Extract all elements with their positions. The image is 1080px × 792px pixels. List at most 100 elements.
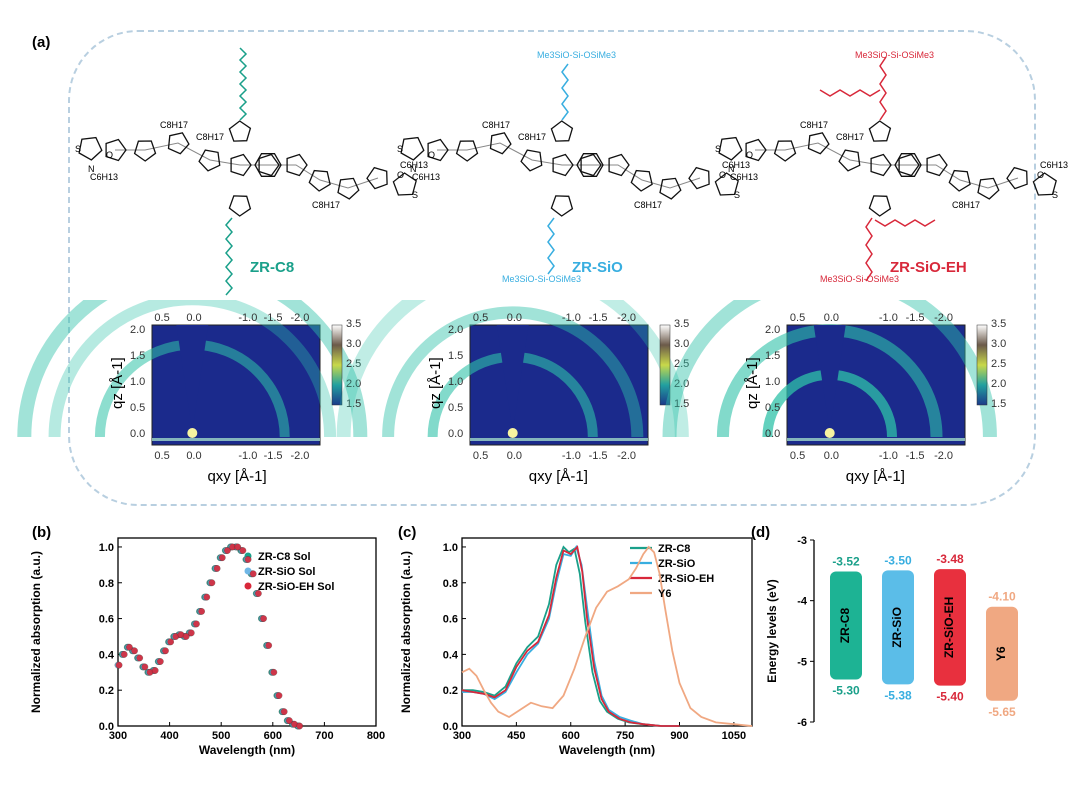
colorbar-tick: 3.5 (674, 318, 689, 330)
thiophene-ring (427, 138, 449, 162)
x-tick-label: -2.0 (934, 450, 953, 462)
energy-bar (934, 569, 966, 686)
plot-frame (117, 537, 377, 727)
data-point (198, 608, 205, 615)
colorbar-tick: 2.5 (674, 358, 689, 370)
end-ring (392, 172, 417, 196)
homo-label: -5.65 (988, 705, 1016, 719)
x-tick-label: 0.0 (824, 450, 839, 462)
x-tick-label-top: -1.0 (238, 312, 257, 324)
alkyl-label: C8H17 (518, 132, 546, 142)
thiophene-ring (552, 153, 574, 177)
atom-label: S (75, 144, 81, 154)
y-tick-label: 1.0 (765, 376, 780, 388)
plot-frame (461, 537, 753, 727)
colorbar-tick: 2.5 (991, 358, 1006, 370)
series-line-y6 (461, 545, 753, 727)
colorbar-tick: 3.0 (991, 338, 1006, 350)
x-axis-title: qxy [Å-1] (529, 468, 588, 485)
x-axis-title: qxy [Å-1] (846, 468, 905, 485)
y-axis-title: Energy levels (eV) (765, 579, 779, 682)
energy-bar (986, 606, 1018, 701)
x-tick-label: 0.0 (186, 450, 201, 462)
y-tick-label: 0.2 (99, 685, 114, 697)
chart-c: 300 450 600 750 900 1050 0.0 0.2 0.4 0.6 0.8 1.0 Wav… (400, 537, 753, 757)
homo-label: -5.38 (884, 688, 912, 702)
x-tick-label-top: -1.0 (879, 312, 898, 324)
y-tick-label: 0.6 (443, 614, 458, 626)
atom-label: O (719, 170, 726, 180)
end-ring (1032, 172, 1057, 196)
x-tick-label: -2.0 (617, 450, 636, 462)
thiophene-ring (630, 169, 653, 192)
colorbar-tick: 2.0 (674, 378, 689, 390)
y-tick-label: -4 (797, 596, 808, 608)
y-tick-label: -3 (797, 535, 807, 547)
colorbar-tick: 3.0 (346, 338, 361, 350)
data-point (255, 590, 262, 597)
side-chain-bottom (225, 217, 233, 296)
x-tick-label-top: -2.0 (617, 312, 636, 324)
colorbar-tick: 3.5 (991, 318, 1006, 330)
alkyl-label: C6H13 (90, 172, 118, 182)
x-tick-label: 300 (453, 730, 471, 742)
colorbar (331, 324, 343, 406)
colorbar-tick: 2.0 (991, 378, 1006, 390)
x-tick-label: 300 (109, 730, 127, 742)
data-point (193, 620, 200, 628)
alkyl-label: C8H17 (836, 132, 864, 142)
side-chain-top (561, 63, 569, 121)
data-point (167, 638, 174, 646)
backbone-bond (755, 142, 1019, 189)
data-point (136, 654, 144, 662)
x-tick-label-top: 0.0 (824, 312, 839, 324)
y-tick-label: 0.0 (443, 721, 458, 733)
scattering-arc (662, 300, 997, 438)
alkyl-label: C6H13 (730, 172, 758, 182)
x-tick-label: 600 (562, 730, 580, 742)
pendant-thiophene (868, 195, 892, 217)
y-tick-label: 1.0 (99, 542, 114, 554)
alkyl-label: C8H17 (312, 200, 340, 210)
atom-label: O (106, 150, 113, 160)
pendant-thiophene (550, 120, 574, 142)
y-tick-label: 0.8 (99, 578, 114, 590)
thiophene-ring (455, 140, 479, 162)
end-ring (78, 136, 103, 161)
colorbar-tick: 1.5 (346, 398, 361, 410)
data-point (280, 708, 288, 716)
data-point (213, 565, 221, 572)
alkyl-label: C8H17 (196, 132, 224, 142)
side-chain-bottom (547, 217, 555, 275)
data-point (244, 556, 252, 563)
colorbar-tick: 3.0 (674, 338, 689, 350)
bar-name: ZR-C8 (838, 608, 852, 644)
horizon (152, 438, 320, 441)
data-point (234, 543, 242, 551)
giwaxs-map-zr-sio: 0.5 0.5 0.0 0.0 -1.0 -1.0 -1.5 -1.5 -2.0 -2.0 0.0 0… (336, 300, 689, 485)
data-point (151, 667, 159, 674)
data-point (275, 692, 283, 699)
x-tick-label: 450 (507, 730, 525, 742)
bar-name: Y6 (994, 646, 1008, 661)
x-tick-label-top: -1.5 (589, 312, 608, 324)
panel-label-c: (c) (398, 524, 417, 541)
x-tick-label-top: -2.0 (934, 312, 953, 324)
data-point (141, 663, 149, 671)
molecule-name: ZR-SiO-EH (890, 259, 967, 276)
x-tick-label: -1.0 (879, 450, 898, 462)
alkyl-label: C8H17 (160, 120, 188, 130)
wedge-shadow (176, 325, 209, 431)
x-tick-label: -1.5 (589, 450, 608, 462)
data-point (187, 629, 195, 637)
alkyl-label: C6H13 (412, 172, 440, 182)
y-tick-label: -6 (797, 717, 807, 729)
thiophene-ring (167, 132, 190, 155)
x-tick-label: 0.5 (473, 450, 488, 462)
bar-name: ZR-SiO (890, 607, 904, 648)
siloxane-label: Me3SiO-Si-OSiMe3 (537, 50, 616, 60)
molecule-zr-sio-eh: SNOOSC6H13C6H13C8H17C8H17C8H17Me3SiO-Si-… (715, 50, 1068, 284)
atom-label: S (412, 190, 418, 200)
legend-marker (244, 582, 252, 590)
atom-label: N (728, 164, 735, 174)
